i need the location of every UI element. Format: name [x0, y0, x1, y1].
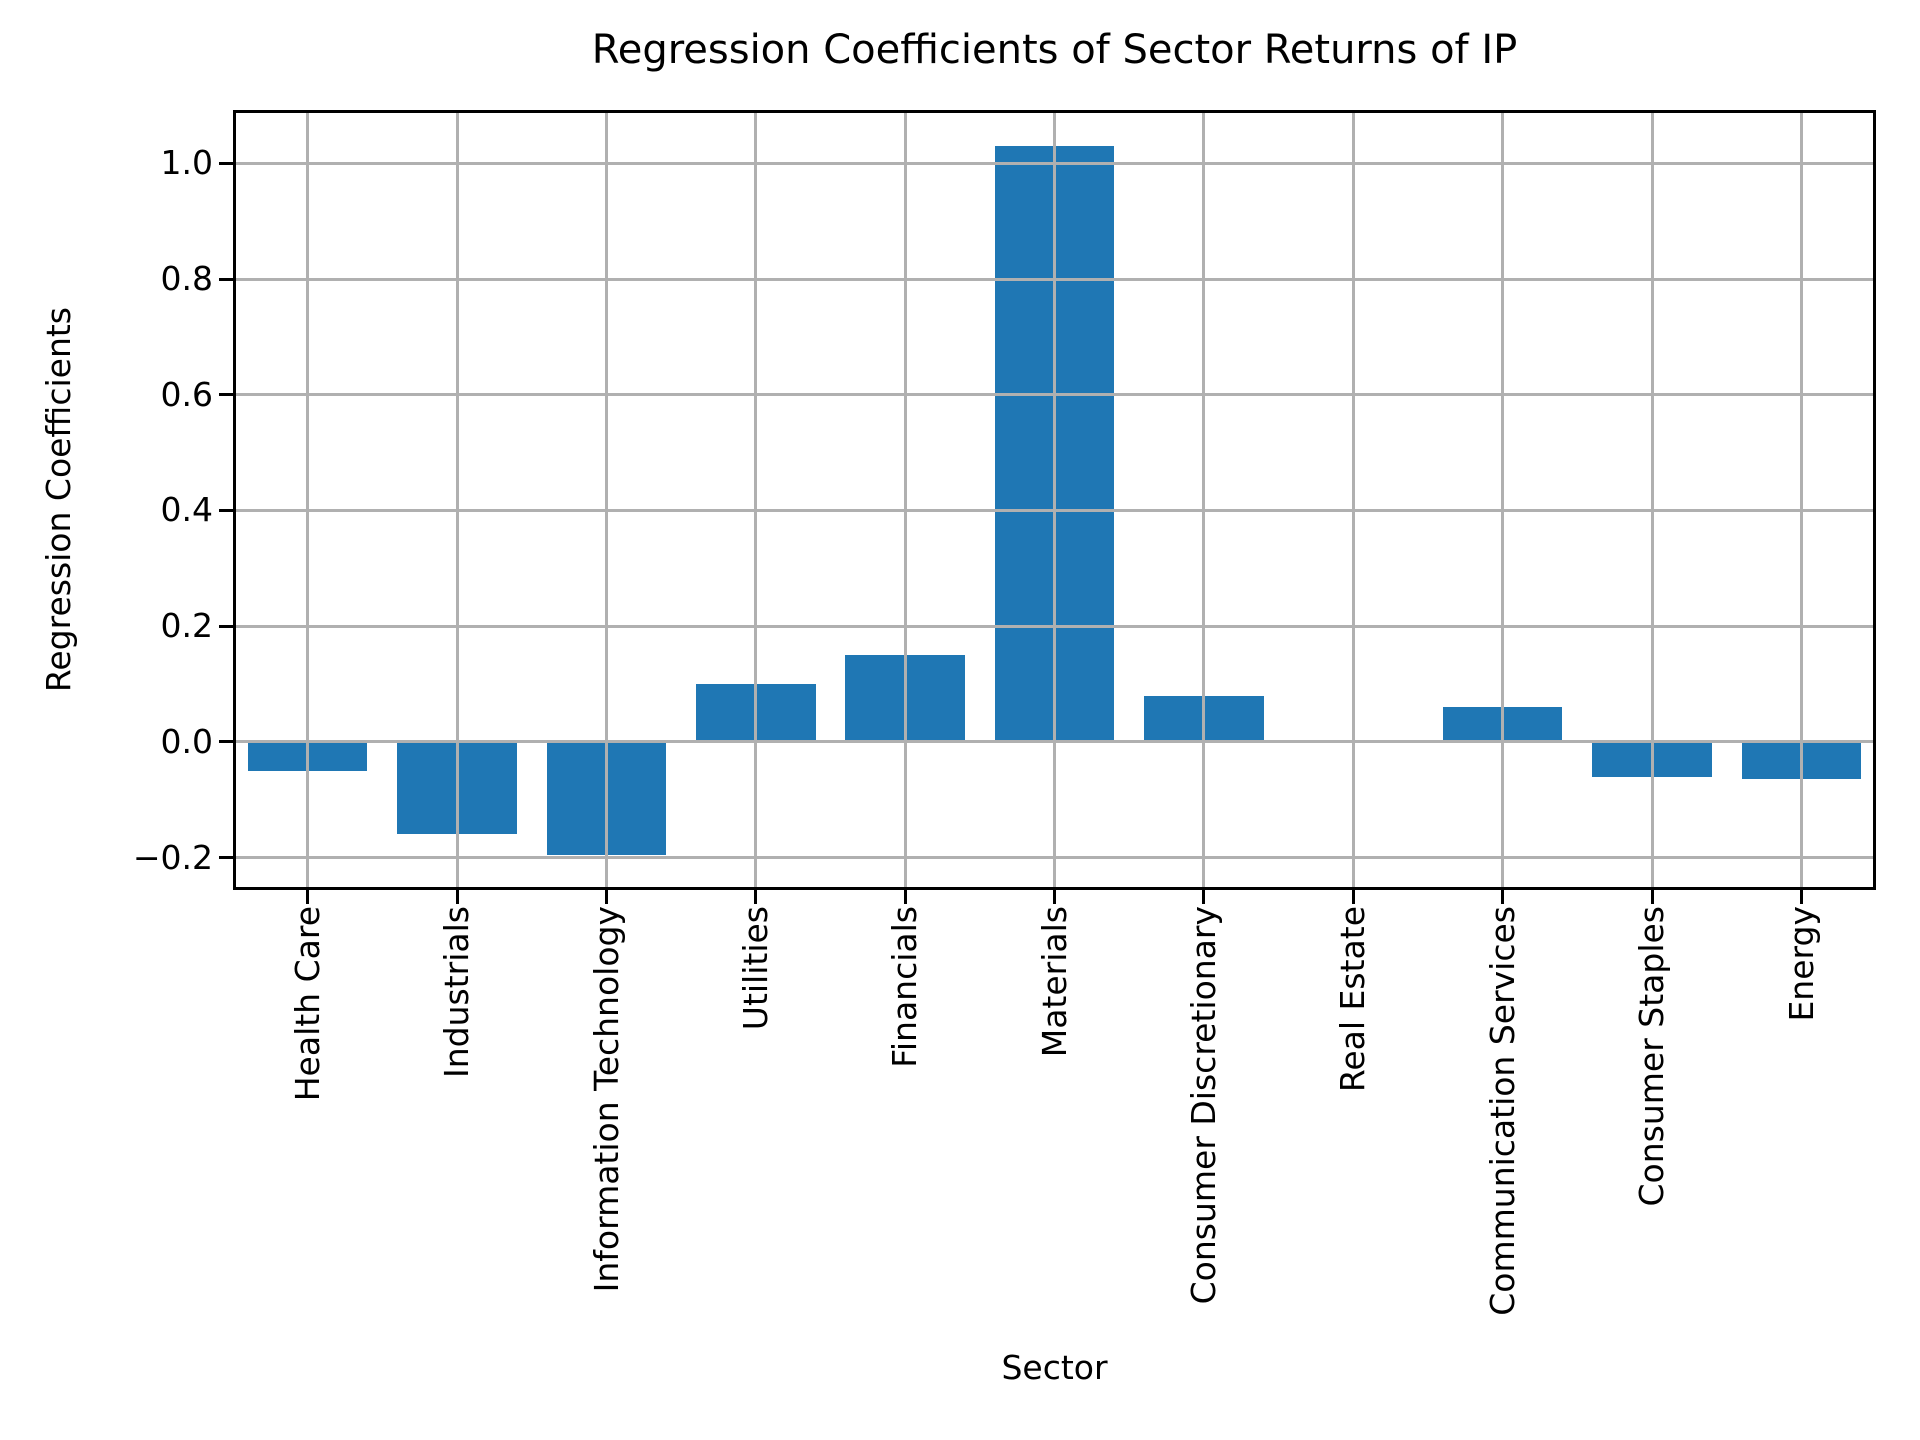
x-tick-label: Consumer Staples: [1632, 906, 1672, 1207]
x-tick-mark: [604, 890, 608, 904]
x-axis-label: Sector: [1001, 1348, 1108, 1387]
v-gridline: [1202, 110, 1206, 890]
x-tick-mark: [455, 890, 459, 904]
y-tick-mark: [219, 393, 233, 397]
x-tick-label-box: Consumer Discretionary: [1182, 906, 1226, 1304]
x-tick-label: Consumer Discretionary: [1184, 906, 1224, 1305]
v-gridline: [754, 110, 758, 890]
y-tick-label: 0.2: [160, 606, 213, 646]
v-gridline: [1501, 110, 1505, 890]
x-tick-label-box: Information Technology: [584, 906, 628, 1292]
x-tick-label: Information Technology: [586, 906, 626, 1293]
x-tick-label: Health Care: [287, 906, 327, 1102]
v-gridline: [1351, 110, 1355, 890]
y-tick-mark: [219, 508, 233, 512]
x-tick-label: Real Estate: [1333, 906, 1373, 1093]
x-tick-label-box: Real Estate: [1331, 906, 1375, 1092]
v-gridline: [455, 110, 459, 890]
y-tick-label: −0.2: [132, 837, 213, 877]
v-gridline: [306, 110, 310, 890]
y-tick-label: 0.0: [160, 721, 213, 761]
x-tick-mark: [1053, 890, 1056, 904]
x-tick-mark: [1351, 890, 1355, 904]
v-gridline: [1053, 110, 1056, 890]
y-tick-label: 1.0: [160, 143, 213, 183]
x-tick-label-box: Utilities: [734, 906, 778, 1030]
x-tick-label-box: Consumer Staples: [1630, 906, 1674, 1206]
x-tick-label-box: Financials: [883, 906, 927, 1068]
x-tick-label: Utilities: [736, 906, 775, 1031]
v-gridline: [1650, 110, 1654, 890]
y-tick-mark: [219, 161, 233, 165]
x-tick-label: Materials: [1034, 906, 1074, 1058]
x-tick-mark: [1501, 890, 1505, 904]
x-tick-label: Energy: [1781, 906, 1821, 1022]
x-tick-mark: [903, 890, 907, 904]
x-tick-mark: [1202, 890, 1206, 904]
x-tick-label-box: Communication Services: [1481, 906, 1525, 1316]
x-tick-label-box: Materials: [1033, 906, 1077, 1057]
plot-area: [233, 110, 1876, 890]
x-tick-mark: [1650, 890, 1654, 904]
x-tick-label-box: Industrials: [435, 906, 479, 1078]
y-tick-mark: [219, 856, 233, 860]
x-tick-label: Industrials: [437, 906, 477, 1078]
y-tick-label: 0.8: [160, 259, 213, 298]
x-tick-mark: [306, 890, 310, 904]
y-tick-mark: [219, 624, 233, 628]
y-tick-mark: [219, 740, 233, 744]
v-gridline: [604, 110, 608, 890]
y-tick-label: 0.6: [160, 374, 213, 414]
v-gridline: [903, 110, 907, 890]
chart-title: Regression Coefficients of Sector Return…: [591, 27, 1518, 73]
x-tick-label: Communication Services: [1482, 906, 1522, 1316]
v-gridline: [1799, 110, 1803, 890]
x-tick-label-box: Health Care: [286, 906, 330, 1101]
x-tick-label: Financials: [885, 906, 925, 1068]
x-tick-label-box: Energy: [1779, 906, 1823, 1022]
x-tick-mark: [754, 890, 758, 904]
y-tick-mark: [219, 277, 233, 281]
x-tick-mark: [1799, 890, 1803, 904]
y-tick-label: 0.4: [160, 490, 213, 530]
